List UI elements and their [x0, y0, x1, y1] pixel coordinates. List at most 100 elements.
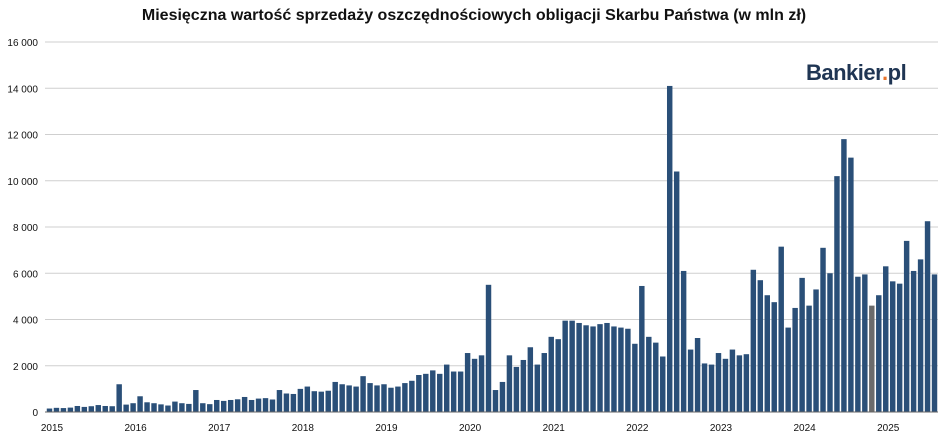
bar — [583, 325, 589, 412]
y-tick-label: 12 000 — [7, 131, 38, 142]
y-axis-tick-labels: 0 2 000 4 000 6 000 8 000 10 000 12 000 14 000 1… — [7, 38, 38, 419]
bar — [660, 356, 666, 412]
bar — [569, 320, 575, 412]
x-tick-label: 2019 — [375, 423, 398, 434]
bar — [687, 349, 694, 412]
bar — [806, 305, 812, 413]
y-tick-label: 14 000 — [7, 84, 38, 95]
bar — [346, 385, 352, 412]
bar — [736, 355, 743, 412]
bar — [513, 366, 520, 412]
bar — [708, 364, 715, 412]
x-tick-label: 2020 — [459, 423, 482, 434]
bar — [910, 270, 917, 412]
bar — [158, 404, 164, 412]
bar — [262, 398, 269, 413]
bar — [67, 407, 74, 412]
bar — [283, 393, 290, 412]
bar — [318, 391, 324, 412]
bar — [137, 396, 143, 412]
bar — [88, 406, 95, 412]
bar — [248, 399, 255, 412]
bar — [506, 355, 513, 412]
bar — [903, 240, 910, 413]
bar — [269, 399, 276, 412]
bar — [632, 343, 638, 412]
bar — [799, 277, 805, 413]
bar — [576, 322, 582, 412]
bar — [666, 85, 673, 412]
bar — [46, 408, 53, 412]
bar — [883, 266, 889, 412]
bar — [931, 274, 938, 412]
bar — [464, 353, 471, 412]
bar — [499, 381, 506, 412]
bar — [186, 403, 192, 412]
bar — [207, 404, 213, 412]
bar — [214, 399, 220, 412]
bar — [220, 400, 227, 412]
bar — [276, 390, 283, 412]
bar — [241, 396, 248, 412]
bar — [855, 276, 861, 412]
bar — [339, 384, 345, 412]
x-axis-tick-labels: 2015 2016 2017 2018 2019 2020 2021 2022 2023 2024… — [41, 423, 900, 434]
bar — [367, 383, 373, 412]
bar — [471, 358, 478, 412]
bar — [673, 171, 680, 412]
bar — [304, 386, 311, 412]
x-tick-label: 2023 — [710, 423, 733, 434]
logo-dot: . — [882, 60, 888, 85]
x-tick-label: 2025 — [877, 423, 900, 434]
bar — [694, 338, 701, 412]
bar — [722, 358, 729, 412]
bar — [520, 359, 527, 412]
bar — [353, 386, 359, 412]
bar — [917, 259, 924, 413]
bar — [604, 322, 610, 412]
bar — [757, 280, 764, 412]
bar — [144, 402, 150, 412]
y-tick-label: 6 000 — [13, 269, 38, 280]
bar — [430, 370, 436, 413]
x-tick-label: 2021 — [543, 423, 566, 434]
x-tick-label: 2015 — [41, 423, 64, 434]
bar — [102, 405, 108, 412]
bar — [450, 371, 457, 412]
bar — [478, 355, 485, 412]
bar — [896, 283, 903, 412]
bar — [109, 406, 115, 412]
y-tick-label: 8 000 — [13, 223, 38, 234]
bar — [562, 320, 568, 412]
bar — [590, 326, 596, 412]
bar — [527, 347, 534, 412]
bar — [924, 221, 931, 412]
bar — [625, 328, 631, 412]
bar — [388, 387, 394, 412]
logo-text-main: Bankier — [806, 60, 883, 85]
bar — [95, 405, 101, 412]
bar — [311, 391, 318, 412]
x-tick-label: 2018 — [292, 423, 315, 434]
bar — [325, 390, 331, 412]
bar — [165, 405, 171, 412]
bar — [492, 390, 499, 412]
bar — [123, 404, 129, 412]
bar — [611, 326, 617, 412]
bar — [834, 176, 840, 412]
logo-text-tld: pl — [887, 60, 907, 85]
bar — [395, 386, 401, 412]
bar — [227, 399, 234, 412]
bar — [827, 273, 833, 412]
bar — [443, 364, 450, 412]
bar — [437, 373, 443, 412]
bar — [179, 403, 185, 412]
bar — [297, 388, 304, 413]
bar — [639, 285, 645, 412]
gridlines — [45, 41, 938, 367]
bankier-logo: Bankier.pl — [806, 60, 907, 86]
bar — [116, 384, 122, 412]
bar — [381, 384, 387, 412]
y-tick-label: 10 000 — [7, 177, 38, 188]
